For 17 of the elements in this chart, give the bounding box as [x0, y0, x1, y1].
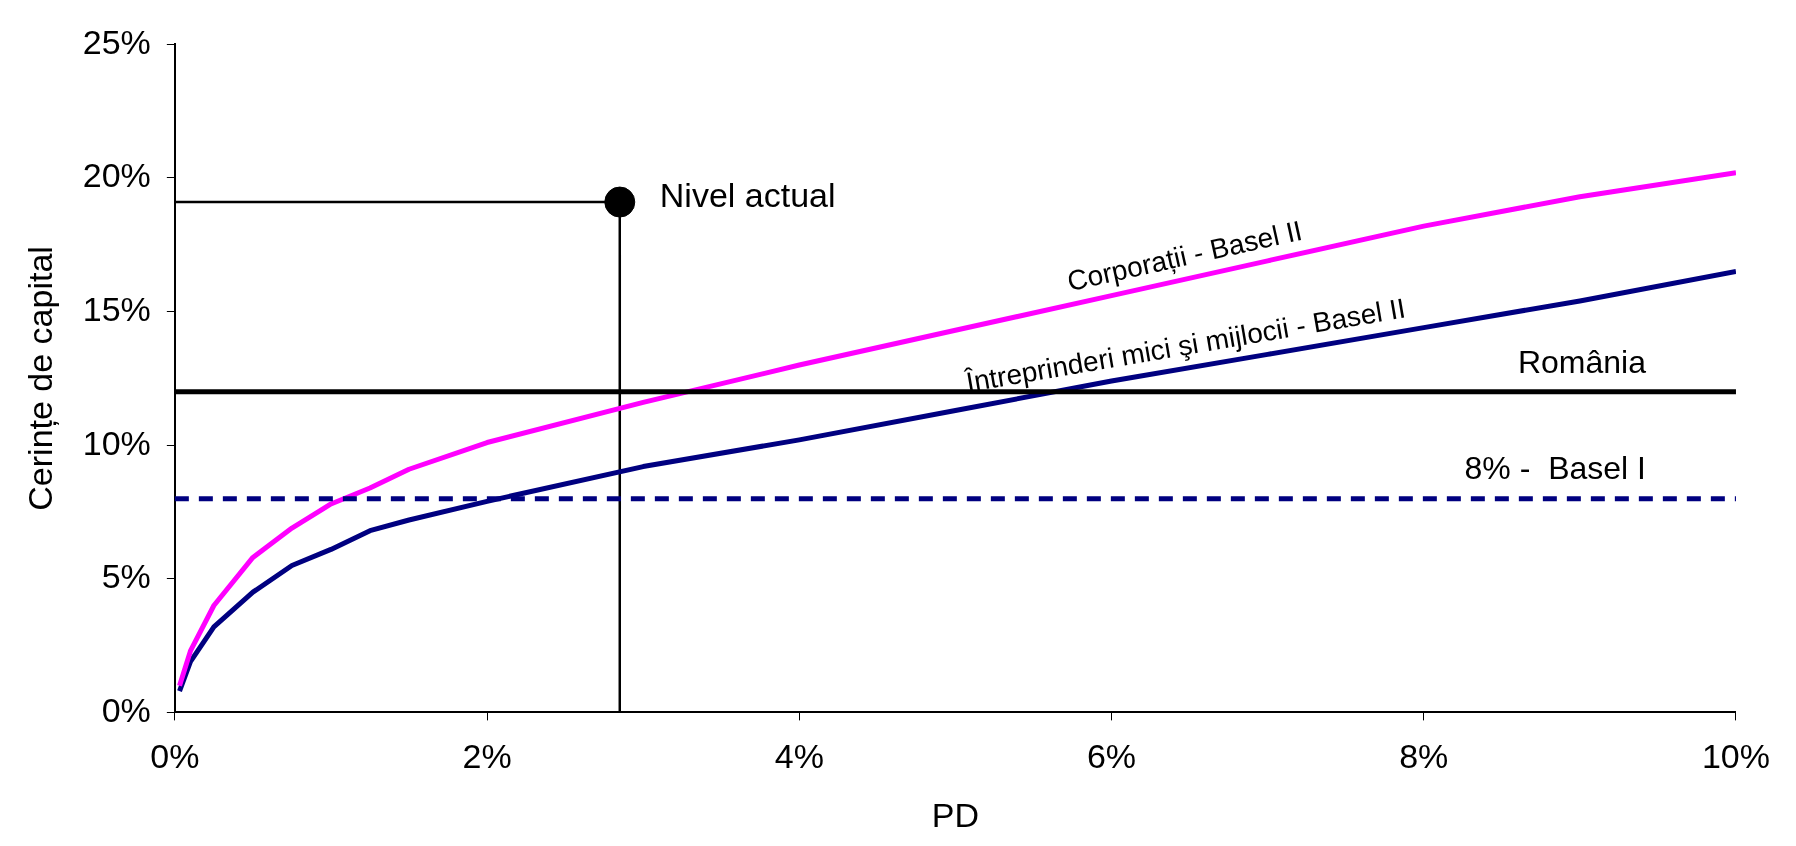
- x-tick-label: 8%: [1399, 737, 1449, 776]
- y-tick-label: 5%: [101, 557, 151, 596]
- y-tick-label: 15%: [82, 289, 151, 328]
- x-tick-label: 6%: [1086, 737, 1137, 776]
- y-tick-label: 10%: [82, 423, 151, 462]
- x-tick-label: 0%: [150, 737, 200, 776]
- annotation: Nivel actual: [659, 176, 836, 215]
- x-axis-title: PD: [931, 795, 980, 834]
- y-tick-label: 0%: [101, 690, 151, 729]
- y-axis-title: Cerințe de capital: [20, 246, 59, 511]
- ref-line-label: România: [1517, 343, 1647, 380]
- x-tick-label: 2%: [462, 737, 512, 776]
- ref-line-label: 8% - Basel I: [1464, 450, 1646, 487]
- x-tick-label: 10%: [1701, 737, 1771, 776]
- y-tick-label: 20%: [82, 156, 151, 195]
- y-tick-label: 25%: [82, 22, 151, 61]
- x-tick-label: 4%: [774, 737, 824, 776]
